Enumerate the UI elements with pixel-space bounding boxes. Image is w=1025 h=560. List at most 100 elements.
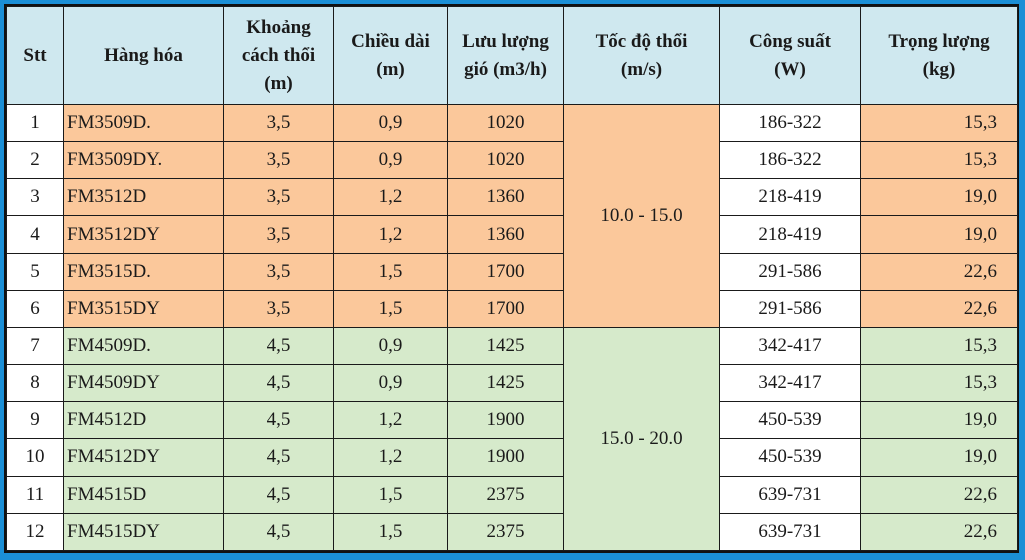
header-text: Công suất xyxy=(749,30,831,52)
cell-airflow: 1020 xyxy=(447,103,564,143)
cell-length: 1,2 xyxy=(333,178,448,217)
header-text: (m) xyxy=(376,58,405,80)
cell-weight: 15,3 xyxy=(860,103,1018,143)
header-text: (kg) xyxy=(922,58,956,80)
cell-length: 1,5 xyxy=(333,289,448,328)
table-row: 4 FM3512DY 3,5 1,2 1360 218-419 19,0 xyxy=(6,215,1018,254)
cell-blow-distance: 4,5 xyxy=(223,475,334,514)
cell-product: FM4512DY xyxy=(63,438,224,477)
cell-power: 291-586 xyxy=(719,289,861,328)
cell-length: 1,2 xyxy=(333,438,448,477)
cell-weight: 15,3 xyxy=(860,364,1018,403)
cell-power: 218-419 xyxy=(719,215,861,254)
cell-blow-distance: 3,5 xyxy=(223,289,334,328)
cell-weight: 22,6 xyxy=(860,252,1018,291)
header-text: (m) xyxy=(264,72,293,94)
cell-airflow: 1700 xyxy=(447,289,564,328)
cell-power: 218-419 xyxy=(719,178,861,217)
header-text: Lưu lượng xyxy=(462,30,549,52)
header-text: Stt xyxy=(23,44,47,66)
cell-power: 342-417 xyxy=(719,326,861,366)
table-row: 6 FM3515DY 3,5 1,5 1700 291-586 22,6 xyxy=(6,289,1018,328)
table-row: 5 FM3515D. 3,5 1,5 1700 291-586 22,6 xyxy=(6,252,1018,291)
cell-power: 450-539 xyxy=(719,401,861,440)
table-row: 9 FM4512D 4,5 1,2 1900 450-539 19,0 xyxy=(6,401,1018,440)
header-text: cách thổi xyxy=(241,44,316,66)
cell-power: 186-322 xyxy=(719,141,861,180)
product-spec-table: Stt Hàng hóa Khoảng cách thổi (m) Chiều dài (m… xyxy=(6,6,1018,552)
cell-length: 1,2 xyxy=(333,401,448,440)
cell-airflow: 1900 xyxy=(447,401,564,440)
cell-weight: 15,3 xyxy=(860,326,1018,366)
cell-stt: 7 xyxy=(6,326,64,366)
cell-product: FM4515D xyxy=(63,475,224,514)
cell-product: FM4515DY xyxy=(63,512,224,552)
cell-blow-distance: 3,5 xyxy=(223,252,334,291)
header-text: (W) xyxy=(774,58,806,80)
cell-airflow: 1900 xyxy=(447,438,564,477)
cell-blow-distance: 3,5 xyxy=(223,141,334,180)
cell-length: 0,9 xyxy=(333,364,448,403)
table-row: 7 FM4509D. 4,5 0,9 1425 15.0 - 20.0 342-417 15,… xyxy=(6,326,1018,552)
cell-power: 639-731 xyxy=(719,475,861,514)
header-length: Chiều dài (m) xyxy=(333,6,448,105)
header-text: Hàng hóa xyxy=(104,44,183,66)
spec-table-frame: Stt Hàng hóa Khoảng cách thổi (m) Chiều dài (m… xyxy=(4,4,1019,553)
header-stt: Stt xyxy=(6,6,64,105)
header-text: Khoảng xyxy=(246,16,311,38)
cell-product: FM3509D. xyxy=(63,103,224,143)
cell-stt: 9 xyxy=(6,401,64,440)
cell-product: FM3515D. xyxy=(63,252,224,291)
cell-product: FM4509D. xyxy=(63,326,224,366)
cell-stt: 12 xyxy=(6,512,64,552)
cell-stt: 11 xyxy=(6,475,64,514)
cell-length: 1,5 xyxy=(333,512,448,552)
cell-weight: 19,0 xyxy=(860,438,1018,477)
cell-blow-speed: 15.0 - 20.0 xyxy=(563,326,720,552)
cell-blow-distance: 3,5 xyxy=(223,178,334,217)
cell-power: 639-731 xyxy=(719,512,861,552)
table-row: 8 FM4509DY 4,5 0,9 1425 342-417 15,3 xyxy=(6,364,1018,403)
cell-weight: 15,3 xyxy=(860,141,1018,180)
header-text: (m/s) xyxy=(620,58,663,80)
header-text: Chiều dài xyxy=(351,30,430,52)
table-row: 10 FM4512DY 4,5 1,2 1900 450-539 19,0 xyxy=(6,438,1018,477)
cell-weight: 19,0 xyxy=(860,215,1018,254)
header-airflow: Lưu lượng gió (m3/h) xyxy=(447,6,564,105)
cell-stt: 10 xyxy=(6,438,64,477)
cell-product: FM3512D xyxy=(63,178,224,217)
cell-airflow: 1425 xyxy=(447,326,564,366)
cell-product: FM3515DY xyxy=(63,289,224,328)
cell-product: FM4509DY xyxy=(63,364,224,403)
cell-weight: 22,6 xyxy=(860,289,1018,328)
cell-airflow: 1360 xyxy=(447,215,564,254)
cell-blow-speed: 10.0 - 15.0 xyxy=(563,104,720,328)
cell-blow-distance: 4,5 xyxy=(223,364,334,403)
cell-length: 1,5 xyxy=(333,252,448,291)
table-row: 12 FM4515DY 4,5 1,5 2375 639-731 22,6 xyxy=(6,512,1018,552)
cell-length: 0,9 xyxy=(333,103,448,143)
header-weight: Trọng lượng (kg) xyxy=(860,6,1018,105)
table-row: 3 FM3512D 3,5 1,2 1360 218-419 19,0 xyxy=(6,178,1018,217)
cell-stt: 8 xyxy=(6,364,64,403)
cell-weight: 19,0 xyxy=(860,178,1018,217)
cell-airflow: 1425 xyxy=(447,364,564,403)
cell-weight: 22,6 xyxy=(860,475,1018,514)
cell-stt: 5 xyxy=(6,252,64,291)
header-text: Trọng lượng xyxy=(888,30,990,52)
cell-product: FM3509DY. xyxy=(63,141,224,180)
cell-airflow: 2375 xyxy=(447,512,564,552)
table-row: 11 FM4515D 4,5 1,5 2375 639-731 22,6 xyxy=(6,475,1018,514)
cell-stt: 3 xyxy=(6,178,64,217)
cell-product: FM3512DY xyxy=(63,215,224,254)
header-text: Tốc độ thổi xyxy=(595,30,688,52)
header-product: Hàng hóa xyxy=(63,6,224,105)
cell-stt: 4 xyxy=(6,215,64,254)
table-row: 2 FM3509DY. 3,5 0,9 1020 186-322 15,3 xyxy=(6,141,1018,180)
table-row: 1 FM3509D. 3,5 0,9 1020 10.0 - 15.0 186-322 15,… xyxy=(6,103,1018,328)
cell-blow-distance: 4,5 xyxy=(223,326,334,366)
header-power: Công suất (W) xyxy=(719,6,861,105)
cell-blow-distance: 3,5 xyxy=(223,215,334,254)
cell-stt: 6 xyxy=(6,289,64,328)
cell-length: 1,5 xyxy=(333,475,448,514)
